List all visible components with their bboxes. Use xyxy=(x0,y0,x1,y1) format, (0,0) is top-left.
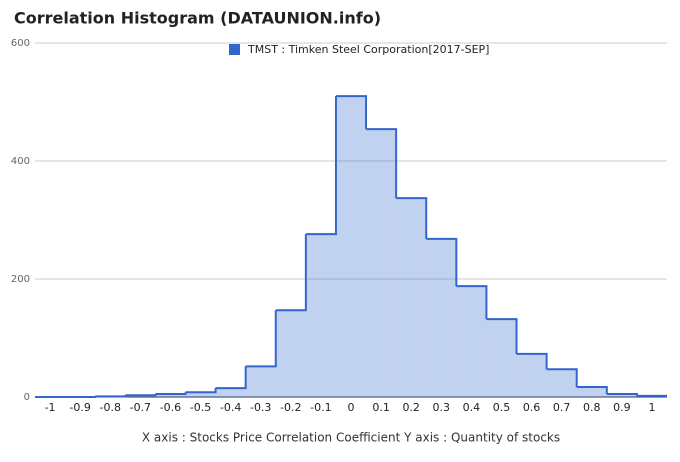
bar xyxy=(576,386,607,397)
bar xyxy=(215,388,246,397)
step-edge xyxy=(245,310,277,368)
x-tick-label: 0.4 xyxy=(463,401,481,414)
y-tick-label: 200 xyxy=(11,274,30,285)
step-edge xyxy=(396,197,428,239)
bar xyxy=(426,238,457,397)
x-tick-label: 0.6 xyxy=(523,401,541,414)
x-axis-label: X axis : Stocks Price Correlation Coeffi… xyxy=(142,431,560,445)
step-edge xyxy=(155,392,187,396)
x-tick-label: 0.8 xyxy=(583,401,601,414)
bar xyxy=(245,366,276,397)
bar xyxy=(275,310,306,397)
x-tick-label: 0 xyxy=(348,401,355,414)
step-edge xyxy=(305,96,337,236)
x-tick-label: 0.1 xyxy=(372,401,390,414)
y-tick-label: 0 xyxy=(24,392,30,403)
bar xyxy=(185,392,216,397)
step-edge xyxy=(95,395,127,398)
step-edge xyxy=(366,128,398,199)
x-tick-label: -0.2 xyxy=(280,401,301,414)
step-edge xyxy=(576,385,608,395)
bar xyxy=(456,286,487,397)
step-edge xyxy=(486,318,518,354)
x-tick-label: -0.4 xyxy=(220,401,241,414)
x-tick-label: -0.6 xyxy=(160,401,181,414)
step-edge xyxy=(335,95,368,130)
step-edge xyxy=(275,234,307,312)
x-tick-label: -0.8 xyxy=(100,401,121,414)
step-edge xyxy=(65,396,97,398)
legend-swatch xyxy=(229,44,240,55)
x-tick-label: -0.5 xyxy=(190,401,211,414)
x-tick-label: -0.1 xyxy=(310,401,331,414)
x-tick-label: 0.9 xyxy=(613,401,631,414)
step-edge xyxy=(125,394,157,397)
step-edge xyxy=(185,388,217,394)
step-edge xyxy=(426,237,458,287)
x-tick-label: 0.2 xyxy=(402,401,420,414)
bar xyxy=(155,394,186,397)
bar xyxy=(606,394,637,397)
bar xyxy=(396,198,427,397)
x-tick-label: 0.5 xyxy=(493,401,511,414)
bar xyxy=(546,369,577,397)
bar xyxy=(366,129,397,397)
bar xyxy=(516,353,547,397)
x-tick-label: -0.9 xyxy=(69,401,90,414)
x-tick-label: -1 xyxy=(45,401,56,414)
chart-title: Correlation Histogram (DATAUNION.info) xyxy=(14,9,381,28)
step-edge xyxy=(215,366,247,390)
x-tick-label: -0.3 xyxy=(250,401,271,414)
legend-label: TMST : Timken Steel Corporation[2017-SEP… xyxy=(247,43,489,56)
step-edge xyxy=(456,285,488,320)
bar xyxy=(305,234,336,397)
step-edge xyxy=(546,368,578,387)
x-tick-label: 0.7 xyxy=(553,401,571,414)
bar xyxy=(335,96,367,397)
bar xyxy=(486,319,517,397)
y-tick-label: 600 xyxy=(11,38,30,49)
y-tick-label: 400 xyxy=(11,156,30,167)
step-edge xyxy=(516,352,548,370)
x-tick-label: -0.7 xyxy=(130,401,151,414)
x-tick-label: 1 xyxy=(648,401,655,414)
x-tick-label: 0.3 xyxy=(433,401,451,414)
